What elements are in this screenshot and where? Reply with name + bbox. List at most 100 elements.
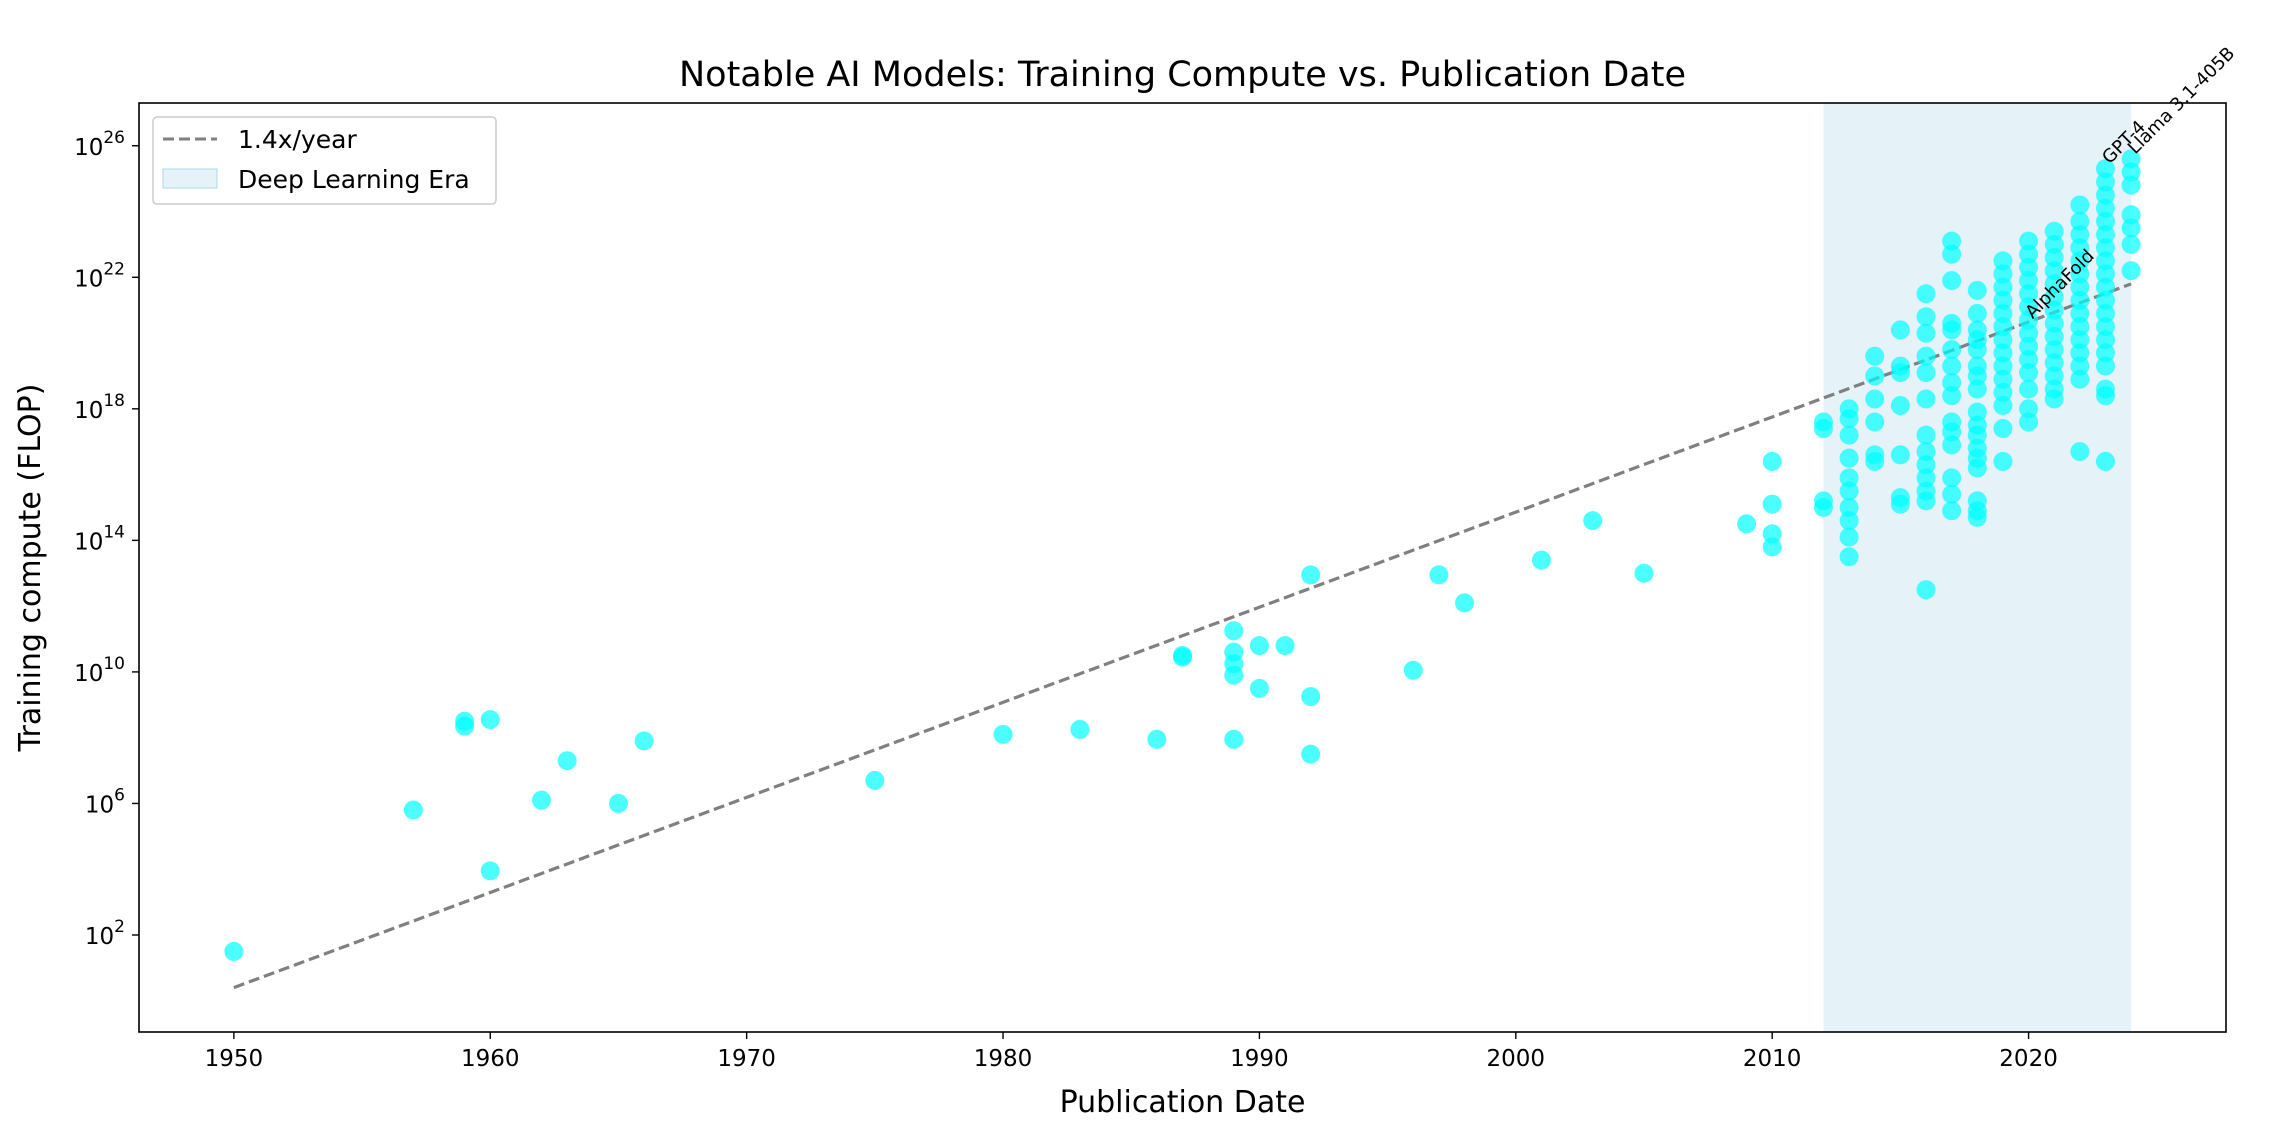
- trend-line: [233, 282, 2132, 990]
- data-point: [2070, 317, 2090, 337]
- data-point: [2121, 205, 2141, 225]
- data-point: [2095, 303, 2115, 323]
- y-tick-label: 102: [85, 917, 125, 950]
- data-point: [2070, 277, 2090, 297]
- data-point: [1839, 409, 1859, 429]
- data-point: [1890, 445, 1910, 465]
- data-point: [1916, 455, 1936, 475]
- data-point: [2095, 386, 2115, 406]
- data-point: [1890, 363, 1910, 383]
- data-point: [1890, 494, 1910, 514]
- x-tick-label: 1970: [717, 1046, 776, 1072]
- data-point: [2095, 330, 2115, 350]
- data-point: [1865, 346, 1885, 366]
- data-point: [2095, 159, 2115, 179]
- data-point: [1967, 402, 1987, 422]
- x-tick-label: 1980: [974, 1046, 1033, 1072]
- data-point: [2070, 330, 2090, 350]
- data-point: [1942, 386, 1962, 406]
- data-point: [2121, 261, 2141, 281]
- data-point: [2070, 195, 2090, 215]
- data-point: [1839, 497, 1859, 517]
- data-point: [1942, 271, 1962, 291]
- data-point: [480, 710, 500, 730]
- data-point: [1916, 346, 1936, 366]
- data-point: [1224, 621, 1244, 641]
- data-point: [1762, 537, 1782, 557]
- data-point: [1916, 442, 1936, 462]
- x-tick-label: 2000: [1487, 1046, 1546, 1072]
- x-tick-label: 1950: [205, 1046, 264, 1072]
- data-point: [1993, 419, 2013, 439]
- y-tick-label: 1018: [74, 391, 125, 424]
- data-point: [1839, 511, 1859, 531]
- chart-title: Notable AI Models: Training Compute vs. …: [679, 55, 1686, 95]
- data-point: [1839, 481, 1859, 501]
- data-point: [2044, 300, 2064, 320]
- data-point: [2070, 369, 2090, 389]
- data-point: [557, 751, 577, 771]
- data-point: [2044, 340, 2064, 360]
- data-point: [2070, 356, 2090, 376]
- legend-box: [152, 116, 497, 205]
- data-point: [1942, 373, 1962, 393]
- data-point: [2095, 290, 2115, 310]
- data-point: [1813, 497, 1833, 517]
- data-point: [1942, 501, 1962, 521]
- data-point: [1531, 550, 1551, 570]
- data-point: [2044, 313, 2064, 333]
- data-point: [2070, 290, 2090, 310]
- data-point: [1813, 419, 1833, 439]
- data-point: [1942, 340, 1962, 360]
- data-point: [1993, 369, 2013, 389]
- data-point: [2095, 251, 2115, 271]
- data-point: [1429, 565, 1449, 585]
- data-point: [1070, 719, 1090, 739]
- data-point: [2070, 343, 2090, 363]
- data-point: [608, 793, 628, 813]
- data-point: [1942, 320, 1962, 340]
- y-axis-title: Training compute (FLOP): [13, 384, 48, 753]
- data-point: [2070, 264, 2090, 284]
- data-point: [455, 716, 475, 736]
- data-point: [1916, 323, 1936, 343]
- points-layer: [224, 149, 2141, 961]
- data-point: [1839, 448, 1859, 468]
- data-point: [2019, 244, 2039, 264]
- data-point: [2044, 353, 2064, 373]
- data-point: [1865, 412, 1885, 432]
- data-point: [1993, 382, 2013, 402]
- data-point: [2019, 257, 2039, 277]
- x-tick-label: 2020: [1999, 1046, 2058, 1072]
- data-point: [2070, 238, 2090, 258]
- data-point: [2019, 336, 2039, 356]
- data-point: [1301, 744, 1321, 764]
- data-point: [1993, 303, 2013, 323]
- data-point: [1942, 244, 1962, 264]
- data-point: [634, 731, 654, 751]
- data-point: [1224, 665, 1244, 685]
- data-point: [1916, 425, 1936, 445]
- data-point: [1916, 468, 1936, 488]
- data-point: [1916, 307, 1936, 327]
- y-tick-label: 1026: [74, 128, 125, 161]
- data-point: [1301, 565, 1321, 585]
- data-point: [2095, 451, 2115, 471]
- data-point: [2070, 442, 2090, 462]
- data-point: [1993, 356, 2013, 376]
- data-point: [1942, 484, 1962, 504]
- data-point: [1737, 514, 1757, 534]
- data-point: [2121, 234, 2141, 254]
- data-point: [2095, 225, 2115, 245]
- data-point: [1249, 636, 1269, 656]
- data-point: [2095, 172, 2115, 192]
- data-point: [2044, 248, 2064, 268]
- data-point: [2019, 297, 2039, 317]
- data-point: [2019, 310, 2039, 330]
- legend-label-trend: 1.4x/year: [238, 125, 357, 154]
- data-point: [1839, 425, 1859, 445]
- data-point: [1916, 491, 1936, 511]
- data-point: [1967, 507, 1987, 527]
- data-point: [1967, 366, 1987, 386]
